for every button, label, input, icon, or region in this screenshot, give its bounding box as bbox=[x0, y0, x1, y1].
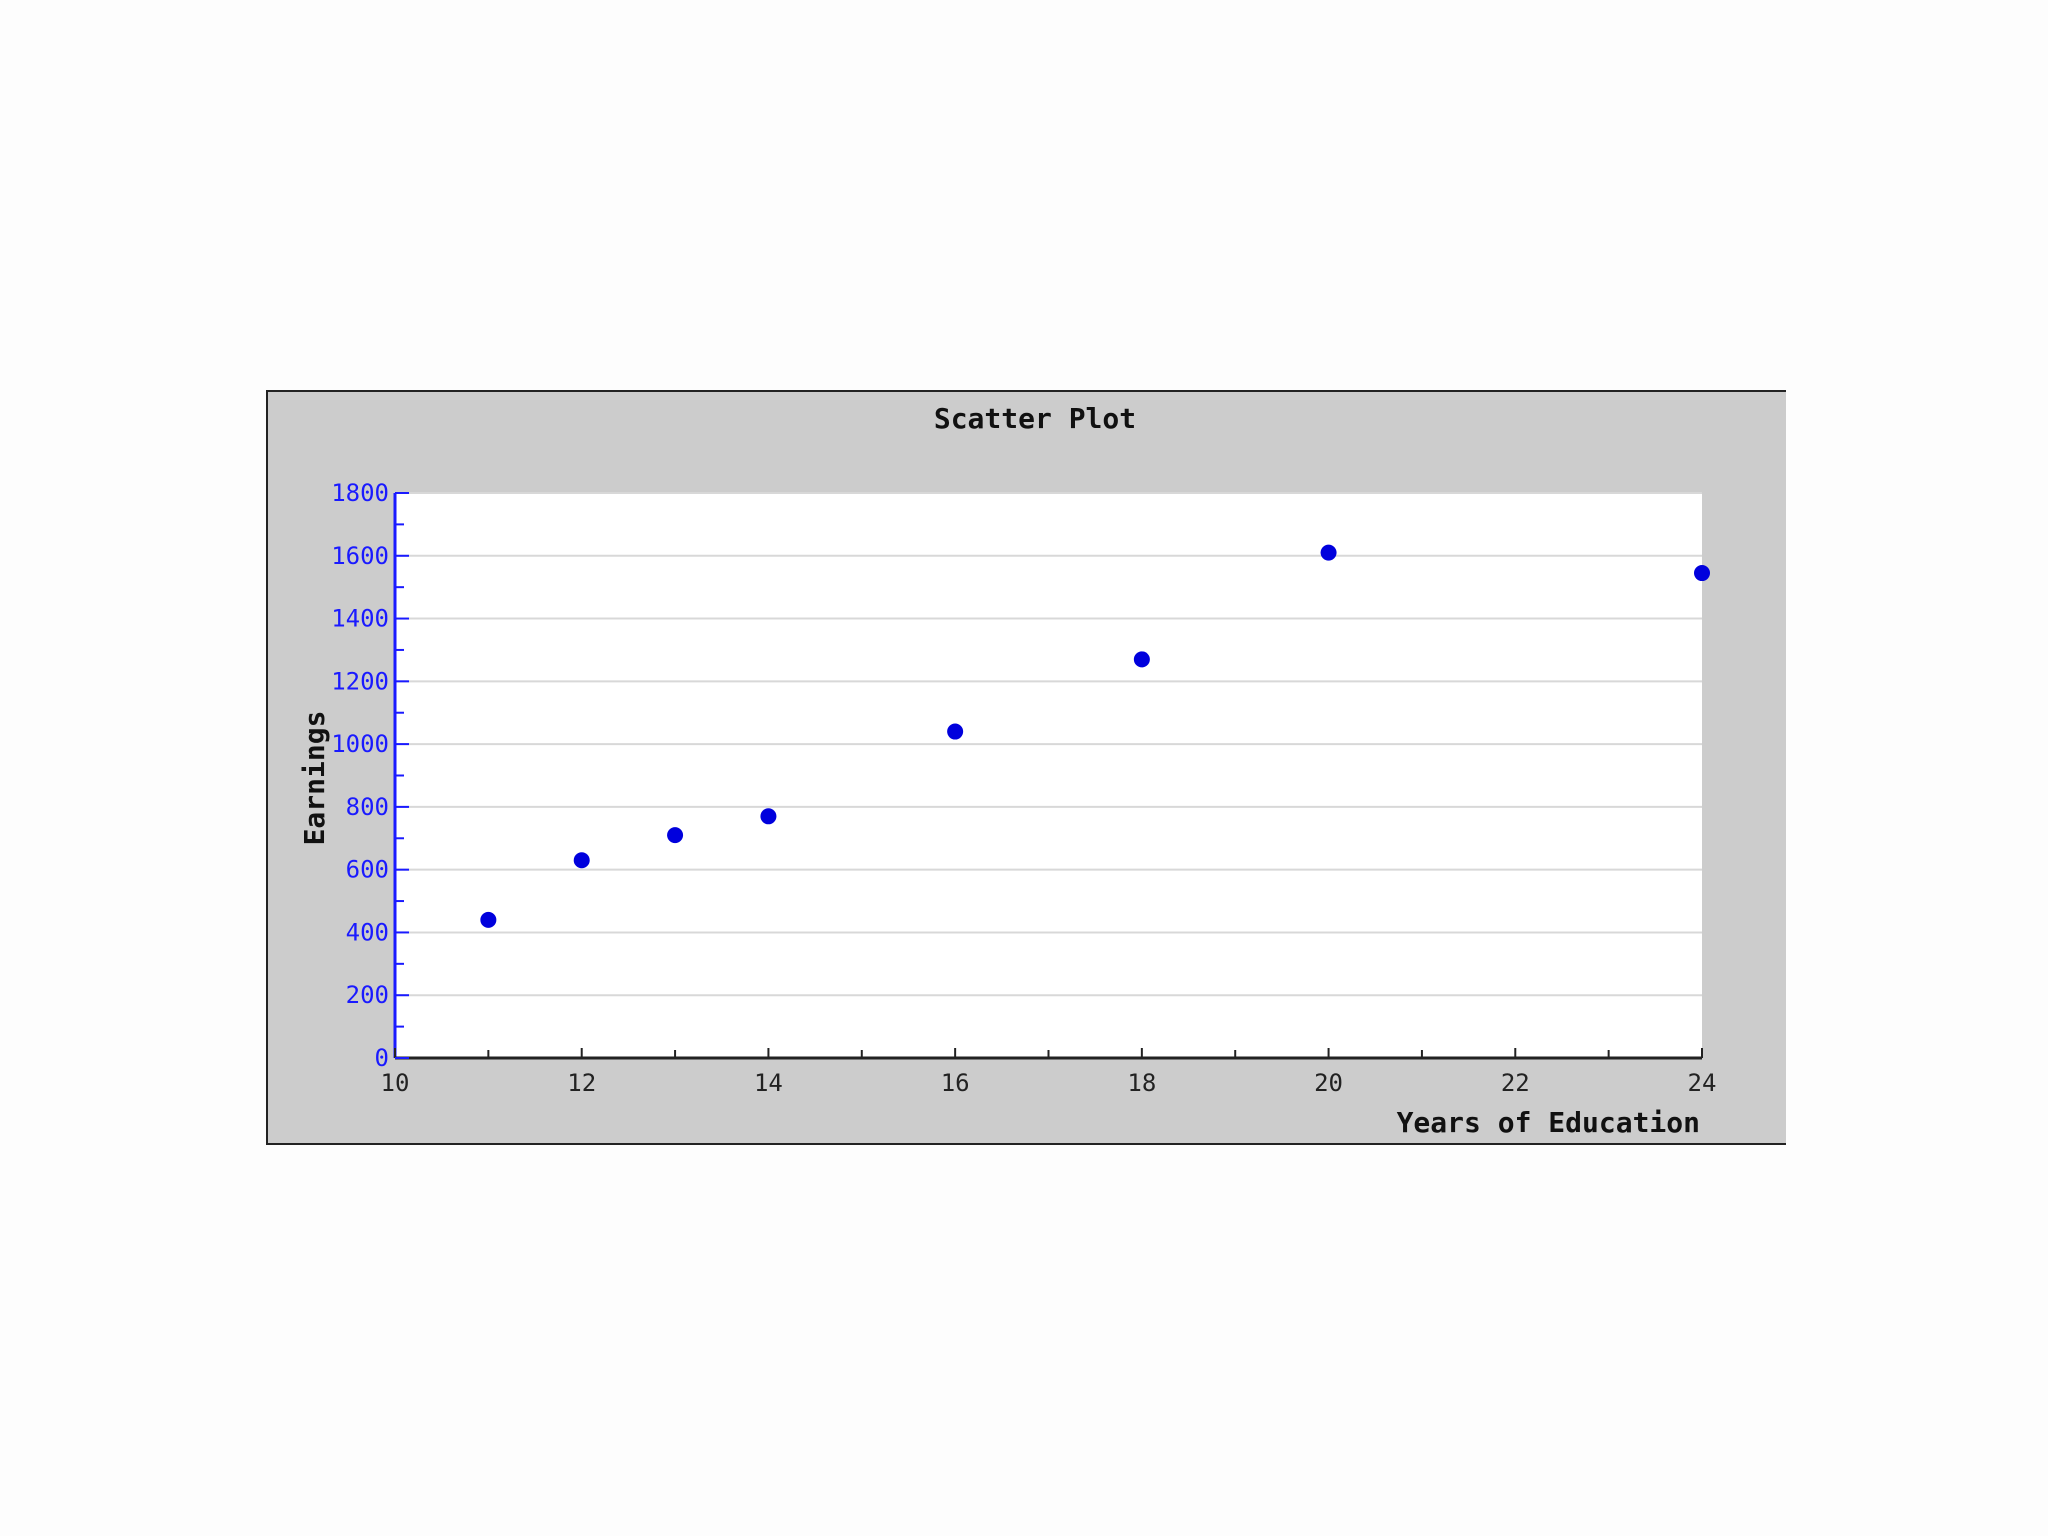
y-tick-label: 400 bbox=[346, 918, 389, 946]
data-point bbox=[667, 827, 684, 844]
x-ticks: 10 12 14 16 18 20 22 24 bbox=[381, 1048, 1717, 1097]
y-tick-label: 1600 bbox=[331, 542, 389, 570]
x-tick-label: 10 bbox=[381, 1069, 410, 1097]
data-point bbox=[1133, 651, 1150, 668]
y-tick-label: 800 bbox=[346, 793, 389, 821]
data-point bbox=[1694, 565, 1710, 582]
x-tick-label: 16 bbox=[941, 1069, 970, 1097]
data-point bbox=[573, 852, 590, 869]
y-ticks: 0 200 400 600 800 1000 1200 1400 1600 1800 bbox=[331, 479, 409, 1072]
x-axis-title: Years of Education bbox=[1397, 1106, 1700, 1139]
x-tick-label: 22 bbox=[1501, 1069, 1530, 1097]
y-tick-label: 1200 bbox=[331, 667, 389, 695]
y-tick-label: 0 bbox=[375, 1044, 389, 1072]
y-tick-label: 1000 bbox=[331, 730, 389, 758]
data-point bbox=[947, 723, 964, 740]
x-tick-label: 18 bbox=[1127, 1069, 1156, 1097]
chart-title: Scatter Plot bbox=[934, 402, 1136, 435]
x-tick-label: 24 bbox=[1688, 1069, 1717, 1097]
y-tick-label: 200 bbox=[346, 981, 389, 1009]
grid-lines bbox=[395, 492, 1702, 997]
y-axis-title: Earnings bbox=[298, 711, 331, 846]
y-tick-label: 1800 bbox=[331, 479, 389, 507]
data-point bbox=[480, 911, 497, 928]
x-tick-label: 20 bbox=[1314, 1069, 1343, 1097]
x-tick-label: 14 bbox=[754, 1069, 783, 1097]
data-point bbox=[1320, 544, 1337, 561]
data-points bbox=[480, 544, 1710, 928]
plot-area bbox=[395, 493, 1702, 1058]
data-point bbox=[760, 808, 777, 825]
y-tick-label: 600 bbox=[346, 856, 389, 884]
x-tick-label: 12 bbox=[567, 1069, 596, 1097]
y-tick-label: 1400 bbox=[331, 605, 389, 633]
